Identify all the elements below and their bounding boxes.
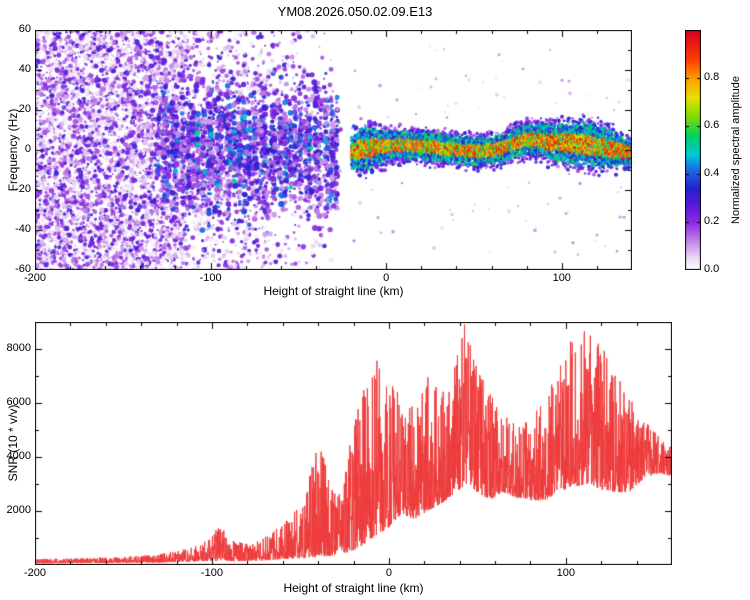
spectrogram-y-tick-label: 0 bbox=[24, 143, 31, 155]
snr-y-tick-label: 8000 bbox=[6, 342, 31, 354]
snr-x-tick-label: -100 bbox=[200, 567, 223, 579]
colorbar bbox=[685, 30, 701, 270]
spectrogram-y-tick-label: 40 bbox=[18, 63, 31, 75]
colorbar-tick-label: 0.0 bbox=[704, 263, 720, 275]
snr-x-tick-label: 100 bbox=[556, 567, 576, 579]
spectrogram-y-tick-label: -60 bbox=[15, 263, 31, 275]
colorbar-tick-label: 0.2 bbox=[704, 215, 720, 227]
spectrogram-x-tick-label: 100 bbox=[552, 272, 571, 284]
snr-y-axis-label: SNR (10 * v/v) bbox=[6, 404, 20, 482]
spectrogram-y-tick-label: -20 bbox=[15, 183, 31, 195]
spectrogram-x-tick-label: -100 bbox=[199, 272, 222, 284]
snr-panel bbox=[35, 322, 672, 565]
snr-y-tick-label: 6000 bbox=[6, 396, 31, 408]
spectrogram-x-tick-label: 0 bbox=[383, 272, 390, 284]
snr-y-tick-label: 2000 bbox=[6, 504, 31, 516]
spectrogram-x-tick-label: -200 bbox=[23, 272, 47, 284]
snr-y-tick-label: 4000 bbox=[6, 450, 31, 462]
spectrogram-y-tick-label: -40 bbox=[15, 223, 31, 235]
snr-x-axis-label: Height of straight line (km) bbox=[283, 581, 424, 595]
colorbar-canvas bbox=[685, 30, 701, 270]
colorbar-label: Normalized spectral amplitude bbox=[730, 76, 742, 224]
spectrogram-panel bbox=[35, 30, 632, 270]
snr-canvas bbox=[35, 322, 672, 565]
colorbar-tick-label: 0.8 bbox=[704, 71, 720, 83]
figure-title: YM08.2026.050.02.09.E13 bbox=[277, 4, 433, 19]
colorbar-tick-label: 0.6 bbox=[704, 119, 720, 131]
snr-x-tick-label: -200 bbox=[23, 567, 47, 579]
spectrogram-y-tick-label: 20 bbox=[18, 103, 31, 115]
colorbar-tick-label: 0.4 bbox=[704, 167, 720, 179]
spectrogram-y-tick-label: 60 bbox=[18, 23, 31, 35]
spectrogram-canvas bbox=[35, 30, 632, 270]
spectrogram-x-axis-label: Height of straight line (km) bbox=[263, 284, 404, 298]
snr-x-tick-label: 0 bbox=[385, 567, 392, 579]
